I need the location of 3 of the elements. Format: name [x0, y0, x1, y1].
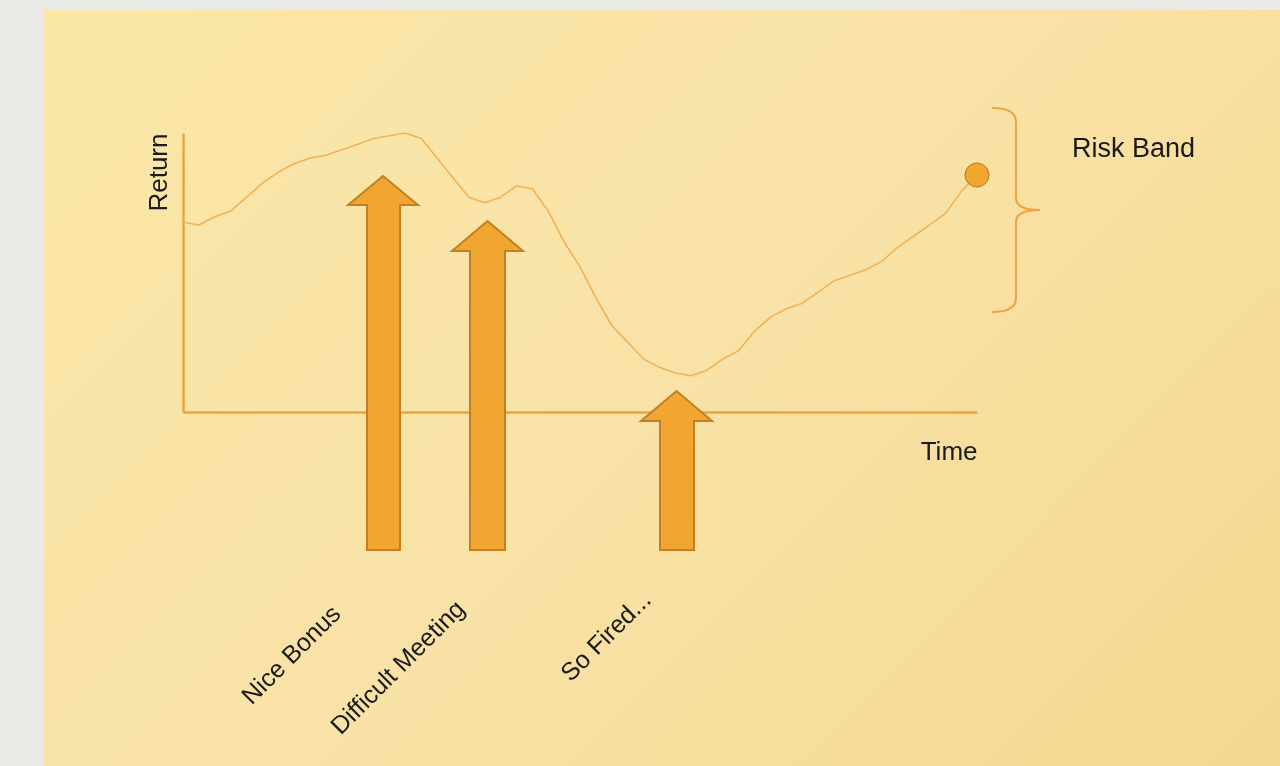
y-axis-title: Return — [142, 133, 173, 212]
text: Risk Band — [1072, 133, 1196, 164]
x-axis-title: Time — [920, 435, 978, 466]
